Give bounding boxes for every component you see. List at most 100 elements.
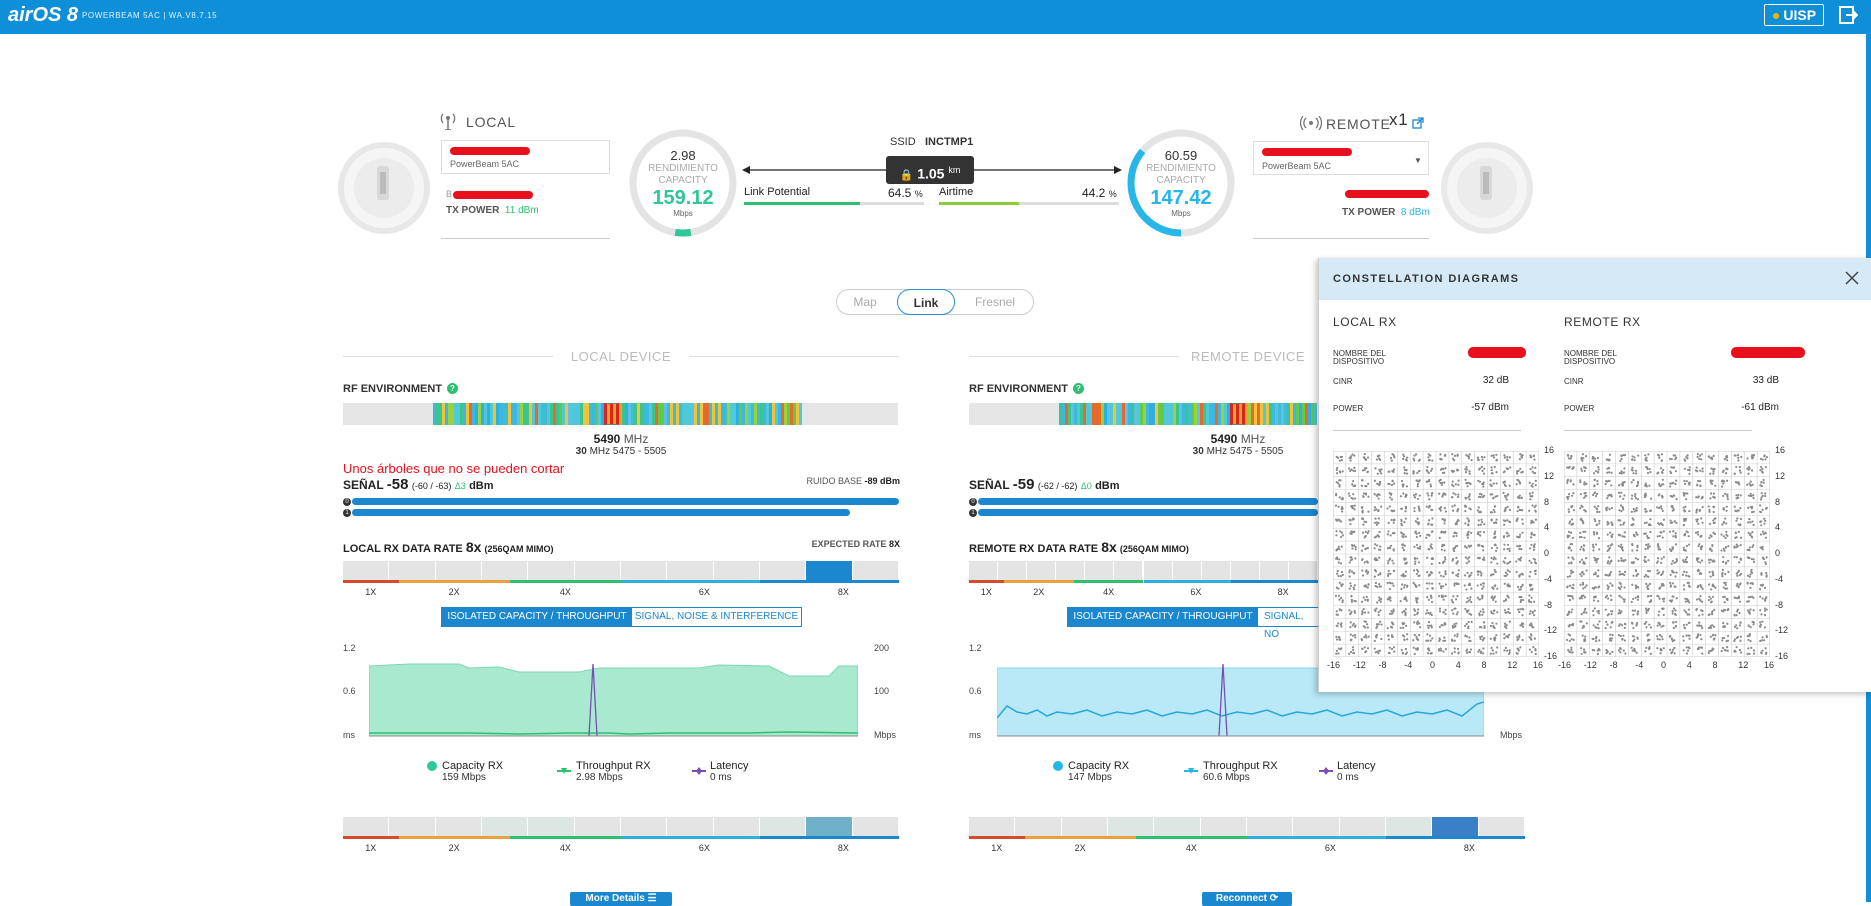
symbol-point (1760, 480, 1763, 484)
symbol-point (1764, 532, 1767, 535)
symbol-point (1631, 458, 1634, 461)
symbol-point (1570, 455, 1573, 458)
remote-device-select[interactable]: PowerBeam 5AC ▼ (1253, 141, 1429, 175)
symbol-point (1596, 623, 1600, 626)
symbol-point (1699, 633, 1702, 637)
spectrum-cell (1251, 403, 1254, 425)
tab-isolated-capacity[interactable]: ISOLATED CAPACITY / THROUGHPUT (1068, 608, 1258, 626)
symbol-point (1426, 571, 1429, 574)
symbol-point (1336, 456, 1340, 459)
symbol-point (1378, 530, 1381, 534)
symbol-point (1623, 521, 1626, 524)
symbol-point (1353, 544, 1356, 547)
tab-isolated-capacity[interactable]: ISOLATED CAPACITY / THROUGHPUT (442, 608, 632, 626)
tab-signal-noise[interactable]: SIGNAL, NO (1264, 611, 1304, 640)
symbol-point (1605, 508, 1608, 512)
spectrum-cell (553, 403, 556, 425)
y-tick-label: -16 (1544, 651, 1558, 661)
rate-tick-label: 8X (1277, 587, 1289, 597)
symbol-point (1373, 647, 1376, 650)
symbol-point (1339, 535, 1343, 539)
symbol-point (1764, 458, 1767, 461)
symbol-point (1723, 581, 1726, 584)
symbol-point (1503, 480, 1507, 483)
symbol-point (1438, 649, 1441, 652)
symbol-point (1747, 624, 1750, 628)
symbol-point (1759, 457, 1763, 460)
symbol-point (1697, 533, 1700, 536)
symbol-point (1503, 543, 1506, 546)
symbol-point (1480, 635, 1484, 638)
symbol-point (1337, 594, 1341, 597)
logout-icon[interactable] (1838, 5, 1860, 25)
spectrum-cell (463, 403, 466, 425)
symbol-point (1373, 506, 1377, 509)
symbol-point (1393, 569, 1396, 573)
symbol-point (1733, 596, 1736, 599)
symbol-point (1644, 494, 1648, 497)
symbol-point (1354, 600, 1357, 603)
symbol-point (1362, 596, 1365, 599)
symbol-point (1739, 471, 1742, 474)
symbol-point (1724, 583, 1727, 587)
symbol-point (1482, 531, 1486, 534)
spectrum-cell (721, 403, 724, 425)
symbol-point (1623, 454, 1627, 457)
symbol-point (1659, 484, 1662, 488)
symbol-point (1619, 610, 1622, 613)
symbol-point (1365, 485, 1368, 488)
airos-logo[interactable]: airOS 8 (8, 4, 79, 26)
spectrum-cell (1113, 403, 1116, 425)
symbol-point (1621, 506, 1625, 509)
symbol-point (1402, 492, 1405, 495)
symbol-point (1619, 523, 1622, 526)
symbol-point (1735, 543, 1738, 546)
tab-signal-noise[interactable]: SIGNAL, NOISE & INTERFERENCE (634, 611, 799, 622)
symbol-point (1671, 582, 1674, 585)
symbol-point (1682, 494, 1686, 497)
symbol-point (1657, 548, 1660, 551)
symbol-point (1649, 594, 1653, 597)
close-icon[interactable] (1843, 269, 1861, 287)
help-icon[interactable]: ? (1073, 383, 1084, 394)
symbol-point (1389, 544, 1393, 547)
x-tick-label: 16 (1533, 660, 1544, 670)
symbol-point (1402, 533, 1406, 536)
symbol-point (1722, 535, 1725, 538)
symbol-point (1337, 647, 1340, 650)
symbol-point (1463, 574, 1467, 577)
rate-group-line (969, 836, 1025, 839)
tab-map[interactable]: Map (853, 295, 877, 309)
symbol-point (1496, 494, 1499, 498)
symbol-point (1349, 456, 1352, 460)
symbol-point (1759, 623, 1763, 626)
symbol-point (1444, 594, 1447, 598)
spectrum-cell (484, 403, 487, 425)
symbol-point (1390, 492, 1393, 495)
symbol-point (1377, 623, 1380, 626)
symbol-point (1749, 595, 1752, 599)
reconnect-button[interactable]: Reconnect ⟳ (1202, 892, 1292, 906)
symbol-point (1519, 598, 1523, 602)
tab-link[interactable]: Link (897, 289, 955, 315)
symbol-point (1352, 469, 1355, 472)
symbol-point (1478, 480, 1482, 483)
symbol-point (1622, 471, 1626, 474)
symbol-point (1592, 587, 1596, 590)
symbol-point (1442, 610, 1445, 614)
more-details-button[interactable]: More Details ☰ (570, 892, 672, 906)
symbol-point (1661, 509, 1664, 513)
external-link-icon[interactable] (1412, 116, 1424, 129)
latency-line-icon (1319, 762, 1333, 780)
help-icon[interactable]: ? (447, 383, 458, 394)
symbol-point (1360, 506, 1363, 509)
symbol-point (1579, 479, 1582, 482)
uisp-button[interactable]: ● UISP (1764, 4, 1824, 26)
tab-fresnel[interactable]: Fresnel (974, 295, 1015, 309)
symbol-point (1750, 568, 1753, 572)
local-device-field[interactable]: PowerBeam 5AC (441, 140, 610, 174)
symbol-point (1442, 650, 1445, 653)
symbol-point (1417, 470, 1420, 473)
symbol-point (1506, 532, 1509, 535)
symbol-point (1338, 558, 1341, 561)
